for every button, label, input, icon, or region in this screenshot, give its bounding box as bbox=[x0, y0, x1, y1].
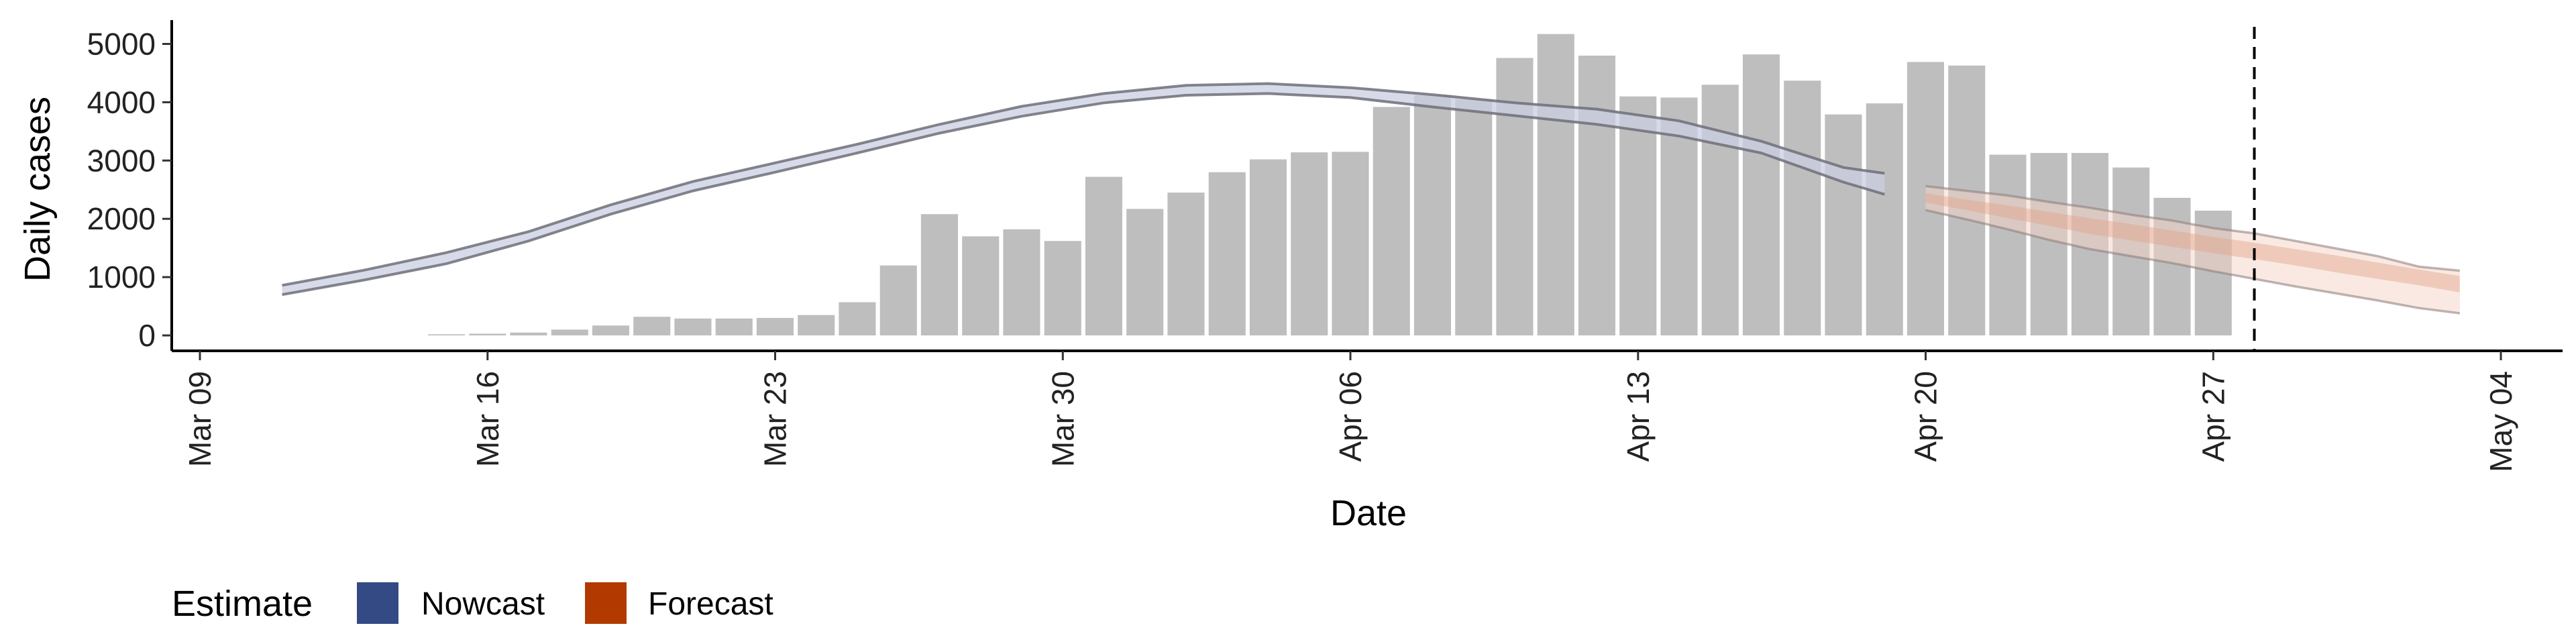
y-tick-label: 5000 bbox=[87, 27, 156, 62]
forecast-lower-line bbox=[1925, 209, 2461, 315]
bar-apr-19 bbox=[1866, 103, 1903, 335]
bar-apr-16 bbox=[1742, 54, 1780, 335]
x-tick-label: Apr 06 bbox=[1333, 371, 1368, 462]
nowcast-upper-line bbox=[282, 82, 1885, 287]
bar-apr-07 bbox=[1373, 107, 1410, 335]
bar-mar-21 bbox=[674, 318, 712, 335]
bar-mar-25 bbox=[839, 302, 876, 335]
bar-mar-30 bbox=[1044, 241, 1081, 335]
bar-apr-15 bbox=[1701, 85, 1739, 336]
bands-layer bbox=[282, 82, 2461, 315]
bar-apr-13 bbox=[1619, 96, 1657, 335]
bar-apr-01 bbox=[1126, 209, 1164, 335]
legend-swatch-forecast bbox=[585, 582, 627, 624]
forecast-band-inner bbox=[1925, 193, 2460, 292]
legend-label-forecast: Forecast bbox=[648, 586, 773, 622]
legend-title: Estimate bbox=[172, 584, 313, 624]
bar-apr-10 bbox=[1496, 58, 1534, 336]
bar-mar-29 bbox=[1003, 229, 1040, 335]
bar-apr-06 bbox=[1332, 152, 1369, 336]
bar-apr-05 bbox=[1291, 152, 1328, 335]
x-tick-label: Mar 30 bbox=[1045, 371, 1080, 467]
x-tick-label: May 04 bbox=[2483, 371, 2518, 472]
bar-mar-16 bbox=[469, 333, 506, 335]
x-tick-label: Apr 13 bbox=[1621, 371, 1656, 462]
y-tick-label: 4000 bbox=[87, 85, 156, 119]
bar-mar-20 bbox=[633, 317, 671, 335]
y-tick-label: 3000 bbox=[87, 143, 156, 178]
bar-apr-17 bbox=[1784, 80, 1821, 335]
bar-mar-19 bbox=[592, 325, 629, 335]
y-axis-title: Daily cases bbox=[17, 97, 58, 282]
bar-apr-02 bbox=[1167, 193, 1205, 335]
forecast-band-outer bbox=[1925, 186, 2460, 313]
legend-label-nowcast: Nowcast bbox=[421, 586, 545, 622]
x-axis-title: Date bbox=[1330, 493, 1407, 533]
bar-apr-18 bbox=[1825, 114, 1862, 335]
bar-apr-03 bbox=[1208, 172, 1246, 335]
legend: Estimate Nowcast Forecast bbox=[172, 582, 773, 624]
bar-apr-23 bbox=[2030, 153, 2068, 335]
bar-apr-09 bbox=[1455, 99, 1493, 335]
x-tick-label: Mar 09 bbox=[182, 371, 217, 467]
bar-apr-12 bbox=[1578, 55, 1615, 336]
bar-apr-04 bbox=[1249, 159, 1287, 335]
bar-mar-28 bbox=[962, 236, 1000, 335]
bar-mar-24 bbox=[798, 315, 835, 335]
bar-apr-08 bbox=[1413, 95, 1451, 335]
bar-mar-31 bbox=[1085, 176, 1122, 335]
bar-mar-17 bbox=[510, 332, 547, 335]
legend-swatch-nowcast bbox=[357, 582, 398, 624]
x-tick-label: Mar 16 bbox=[470, 371, 505, 467]
forecast-upper-line bbox=[1925, 184, 2460, 272]
bar-mar-26 bbox=[879, 265, 917, 335]
bar-mar-18 bbox=[551, 329, 588, 335]
y-tick-label: 2000 bbox=[87, 201, 156, 236]
nowcast-lower-line bbox=[282, 92, 1885, 297]
bar-mar-15 bbox=[427, 334, 465, 335]
bar-apr-22 bbox=[1989, 154, 2027, 335]
x-tick-label: Apr 27 bbox=[2196, 371, 2231, 462]
bar-mar-22 bbox=[715, 318, 753, 335]
bar-mar-27 bbox=[920, 214, 958, 335]
x-tick-label: Mar 23 bbox=[758, 371, 793, 467]
y-tick-label: 1000 bbox=[87, 260, 156, 294]
bar-apr-11 bbox=[1537, 34, 1574, 335]
y-tick-label: 0 bbox=[138, 318, 156, 353]
axes-layer: 0 1000 2000 3000 4000 5000 Mar 09 Mar 16 Mar 23 M… bbox=[87, 20, 2563, 472]
bar-mar-23 bbox=[756, 317, 794, 335]
x-tick-label: Apr 20 bbox=[1909, 371, 1943, 462]
